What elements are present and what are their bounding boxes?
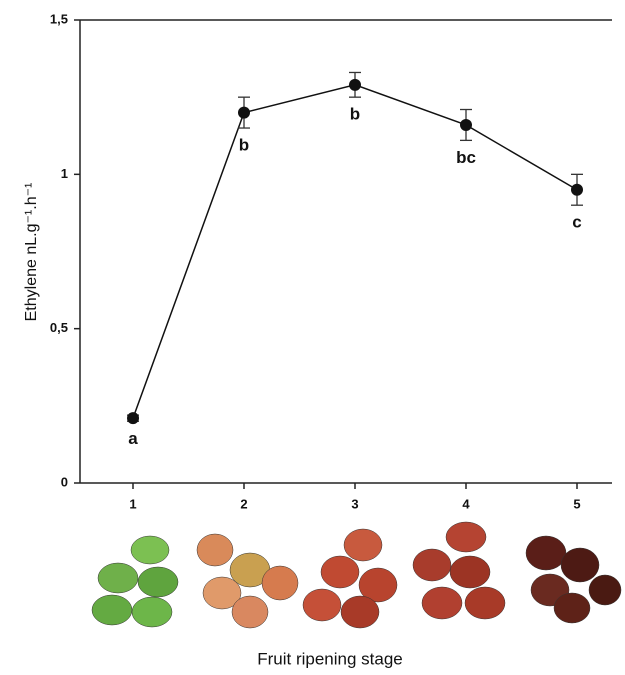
data-point — [571, 184, 583, 196]
significance-letter: c — [572, 213, 581, 232]
x-tick-label: 5 — [573, 496, 580, 511]
y-tick-label: 0 — [61, 474, 68, 489]
x-tick-label: 2 — [240, 496, 247, 511]
y-tick-label: 1,5 — [50, 11, 68, 26]
series-line — [133, 85, 577, 418]
data-point — [349, 79, 361, 91]
x-tick-label: 3 — [351, 496, 358, 511]
y-tick-label: 1 — [61, 166, 68, 181]
y-tick-label: 0,5 — [50, 320, 68, 335]
x-axis-label: Fruit ripening stage — [257, 649, 403, 668]
significance-letter: bc — [456, 148, 476, 167]
y-axis-label: Ethylene nL.g⁻¹.h⁻¹ — [23, 183, 40, 322]
significance-letter: a — [128, 429, 138, 448]
data-point — [238, 107, 250, 119]
fruit-photos — [92, 522, 621, 628]
data-point — [460, 119, 472, 131]
x-tick-label: 4 — [462, 496, 470, 511]
data-point — [127, 412, 139, 424]
significance-letter: b — [350, 105, 360, 124]
x-tick-label: 1 — [129, 496, 136, 511]
chart: Ethylene nL.g⁻¹.h⁻¹ Fruit ripening stage… — [0, 0, 625, 675]
significance-letter: b — [239, 136, 249, 155]
